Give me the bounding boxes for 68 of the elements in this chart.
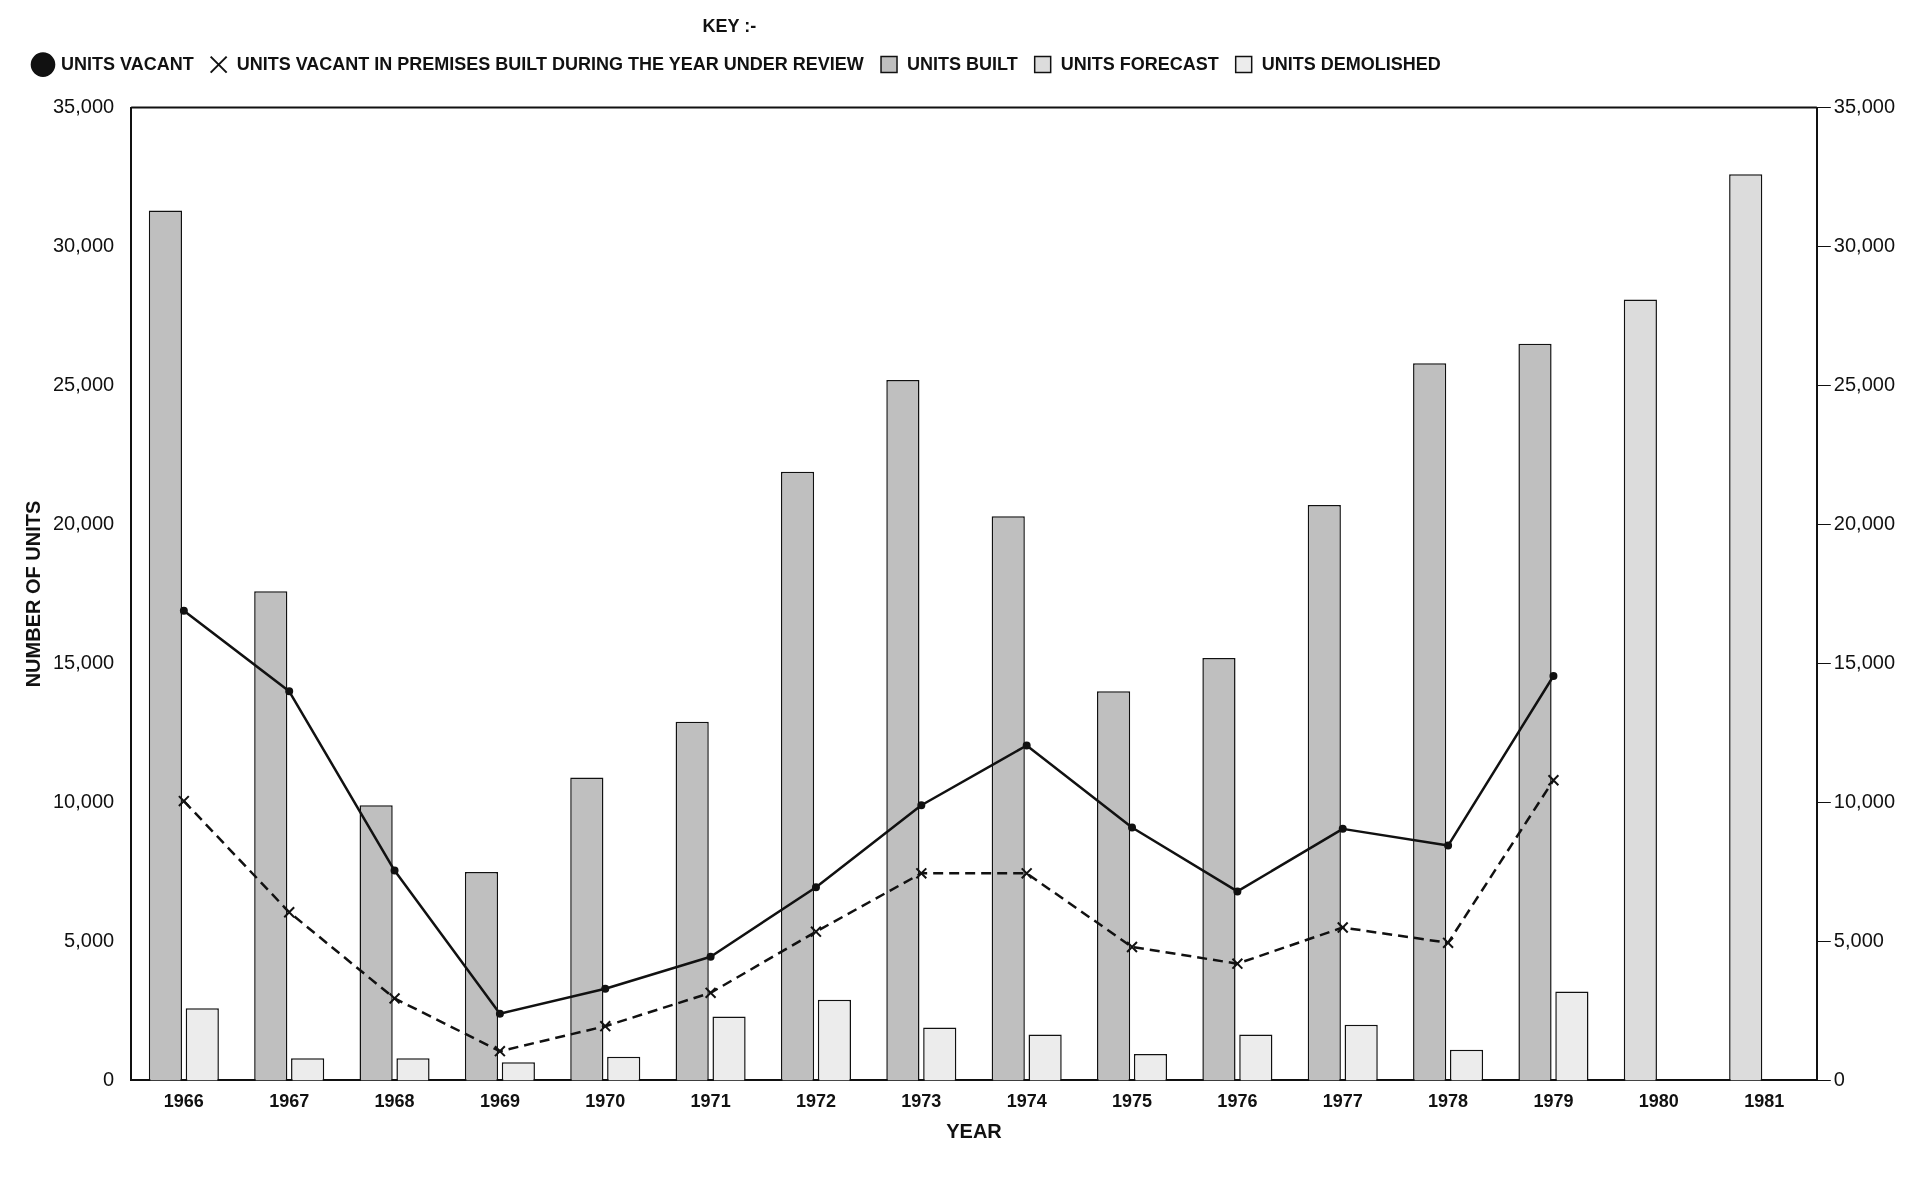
point	[915, 867, 928, 880]
x-axis-title: YEAR	[946, 1119, 1003, 1142]
x-tick-label: 1977	[1322, 1091, 1363, 1112]
point	[1126, 941, 1138, 953]
x-tick-label: 1979	[1533, 1091, 1574, 1112]
point	[706, 952, 715, 961]
point	[179, 606, 188, 615]
point	[1547, 774, 1560, 787]
point	[1128, 823, 1137, 832]
point	[1442, 936, 1455, 949]
point	[917, 801, 926, 810]
y-axis-title: NUMBER OF UNITS	[21, 500, 44, 688]
point	[1020, 867, 1033, 880]
point	[388, 992, 401, 1005]
y-tick-label: 20,000	[53, 512, 115, 535]
point	[704, 986, 717, 999]
y-tick-label: 25,000	[53, 373, 115, 396]
point	[811, 883, 820, 892]
legend-label: UNITS DEMOLISHED	[1261, 53, 1441, 74]
point	[283, 906, 296, 919]
legend-label: UNITS VACANT	[61, 53, 194, 74]
point	[495, 1009, 504, 1018]
legend-label: UNITS BUILT	[907, 53, 1018, 74]
y2-tick-label: 5,000	[1833, 928, 1884, 951]
point	[810, 925, 822, 938]
x-tick-label: 1972	[795, 1091, 836, 1112]
y-tick-label: 15,000	[53, 651, 115, 673]
x-tick-label: 1975	[1112, 1091, 1153, 1112]
point	[1338, 824, 1347, 833]
y-tick-label: 5,000	[64, 928, 115, 951]
y-tick-label: 35,000	[53, 95, 115, 118]
y-tick-label: 30,000	[53, 234, 115, 257]
legend-title: KEY :-	[702, 15, 757, 36]
y2-tick-label: 10,000	[1833, 789, 1895, 812]
x-tick-label: 1980	[1638, 1091, 1679, 1112]
x-tick-label: 1974	[1006, 1091, 1047, 1112]
point	[493, 1045, 506, 1058]
point	[390, 866, 399, 875]
point	[1233, 887, 1242, 896]
x-tick-label: 1966	[163, 1091, 204, 1112]
legend-label: UNITS FORECAST	[1060, 53, 1219, 74]
y2-tick-label: 30,000	[1833, 234, 1895, 257]
point	[1444, 841, 1453, 850]
x-tick-label: 1973	[901, 1091, 942, 1112]
y-tick-label: 10,000	[53, 789, 115, 812]
point	[177, 795, 190, 808]
point	[601, 984, 610, 993]
x-tick-label: 1978	[1428, 1091, 1469, 1112]
legend-label: UNITS VACANT IN PREMISES BUILT DURING THE YEAR UNDER REVIEW	[236, 53, 864, 74]
x-tick-label: 1971	[690, 1091, 731, 1112]
x-tick-label: 1976	[1217, 1091, 1258, 1112]
y2-tick-label: 15,000	[1833, 651, 1895, 673]
point	[1231, 957, 1244, 970]
x-tick-label: 1967	[269, 1091, 310, 1112]
x-tick-label: 1968	[374, 1091, 415, 1112]
point	[1336, 921, 1349, 934]
point	[599, 1020, 612, 1033]
x-tick-label: 1981	[1744, 1091, 1785, 1112]
y2-tick-label: 0	[1833, 1067, 1845, 1090]
point	[285, 687, 294, 696]
y2-tick-label: 25,000	[1833, 373, 1895, 396]
x-tick-label: 1970	[585, 1091, 626, 1112]
point	[1022, 741, 1031, 750]
point	[1549, 671, 1558, 680]
y2-tick-label: 35,000	[1833, 95, 1895, 118]
y-tick-label: 0	[103, 1067, 115, 1090]
x-tick-label: 1969	[479, 1091, 520, 1112]
y2-tick-label: 20,000	[1833, 512, 1895, 535]
